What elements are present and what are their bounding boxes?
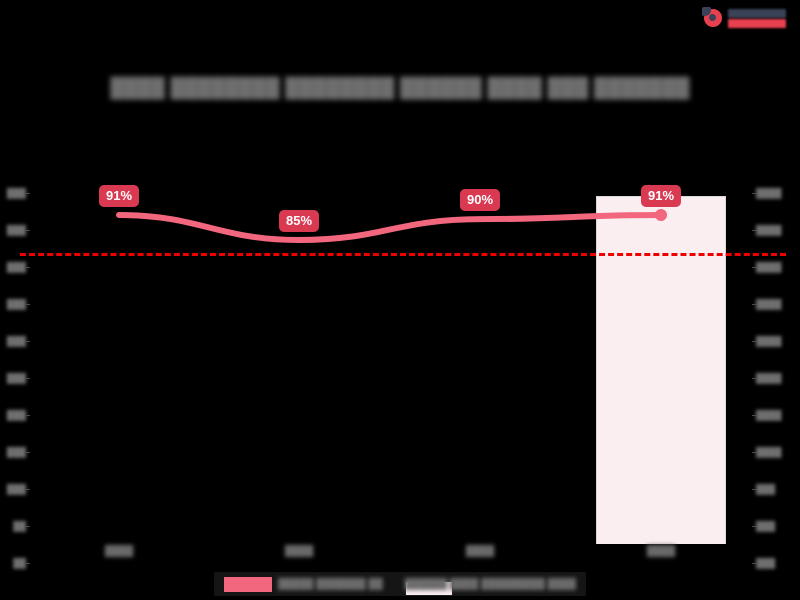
y-axis-right-tickmark [752,489,757,490]
legend-swatch [404,581,453,596]
y-axis-left-tick: ███ [6,188,26,198]
y-axis-right-tickmark [752,341,757,342]
y-axis-left-tickmark [25,415,30,416]
y-axis-right-tick: ████ [756,188,782,198]
x-axis-tick: ████ [284,546,314,557]
data-label: 90% [459,189,501,212]
y-axis-left-tick: ███ [6,336,26,346]
y-axis-left-tickmark [25,230,30,231]
line-path [116,212,664,243]
y-axis-left-tickmark [25,563,30,564]
legend-label: ██████ ████ █████████ ████ [404,578,577,590]
brand-logo [702,4,794,32]
y-axis-right-tick: ███ [756,521,776,531]
logo-mark-icon [702,7,724,29]
y-axis-left-tick: ██ [13,558,26,568]
y-axis-left-tickmark [25,304,30,305]
x-axis: ████ ████ ████ ████ [28,546,750,564]
y-axis-left-tickmark [25,341,30,342]
logo-wordmark-line-1 [728,8,786,18]
y-axis-right-tickmark [752,230,757,231]
y-axis-left-tickmark [25,452,30,453]
y-axis-right-tickmark [752,563,757,564]
y-axis-right-tick: ████ [756,410,782,420]
chart-title: ████ ████████ ████████ ██████ ████ ███ █… [110,78,690,99]
data-label: 85% [278,210,320,232]
legend-item[interactable]: █████ ███████ ██ [223,576,383,592]
y-axis-left-tickmark [25,489,30,490]
line-data-point[interactable] [655,209,667,221]
y-axis-right-tickmark [752,415,757,416]
legend-item[interactable]: ██████ ████ █████████ ████ [404,578,577,596]
x-axis-tick: ████ [646,546,676,557]
y-axis-left-tick: ██ [13,521,26,531]
chart-legend: █████ ███████ ██ ██████ ████ █████████ ██… [214,572,586,596]
y-axis-right-tick: ████ [756,447,782,457]
legend-label: █████ ███████ ██ [277,578,383,590]
y-axis-right-tick: ████ [756,262,782,272]
y-axis-right-tick: ████ [756,373,782,383]
y-axis-right: ████ ████ ████ ████ ████ ████ ████ ████ ███ ███ ██… [752,182,796,568]
data-label: 91% [640,185,682,207]
y-axis-right-tickmark [752,267,757,268]
y-axis-right-tick: ████ [756,299,782,309]
data-label: 91% [98,185,140,207]
y-axis-right-tick: ███ [756,558,776,568]
y-axis-right-tick: ███ [756,484,776,494]
y-axis-right-tickmark [752,378,757,379]
y-axis-left-tick: ███ [6,262,26,272]
y-axis-left-tickmark [25,526,30,527]
line-series [116,209,667,243]
y-axis-left-tickmark [25,193,30,194]
y-axis-right-tick: ████ [756,225,782,235]
logo-wordmark-line-2 [728,18,786,28]
x-axis-tick: ████ [104,546,134,557]
threshold-line [20,253,786,256]
y-axis-left-tick: ███ [6,447,26,457]
y-axis-right-tickmark [752,452,757,453]
x-axis-tick: ████ [465,546,495,557]
y-axis-left-tick: ███ [6,484,26,494]
y-axis-left-tick: ███ [6,299,26,309]
plot-area [28,182,750,544]
y-axis-left-tick: ███ [6,410,26,420]
y-axis-right-tickmark [752,193,757,194]
y-axis-left-tick: ███ [6,373,26,383]
y-axis-left-tickmark [25,378,30,379]
y-axis-left: ███ ███ ███ ███ ███ ███ ███ ███ ███ ██ ██ [0,182,30,568]
logo-wordmark [728,8,786,28]
y-axis-right-tick: ████ [756,336,782,346]
y-axis-left-tick: ███ [6,225,26,235]
y-axis-right-tickmark [752,304,757,305]
y-axis-left-tickmark [25,267,30,268]
legend-swatch [223,576,272,592]
y-axis-right-tickmark [752,526,757,527]
